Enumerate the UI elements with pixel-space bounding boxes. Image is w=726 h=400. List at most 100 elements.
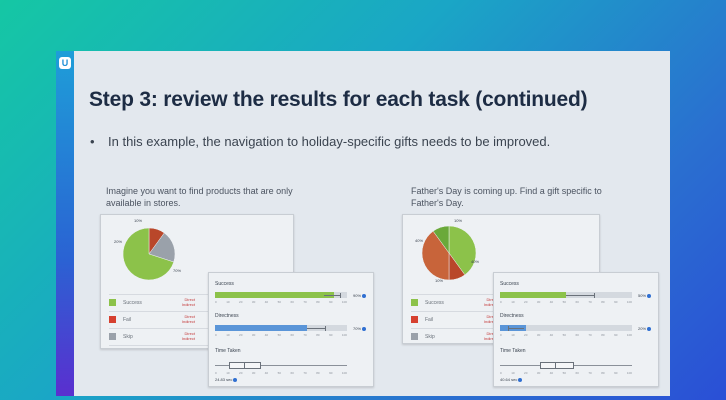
legend-label: Fail	[425, 317, 434, 323]
task-description: Imagine you want to find products that a…	[106, 185, 336, 209]
pie-slice-success	[122, 227, 175, 281]
divider	[109, 294, 279, 295]
success-axis: 0 10 20 30 40 50 60 70 80 90 100	[215, 300, 347, 304]
divider	[109, 328, 279, 329]
success-label: Success	[215, 281, 234, 287]
pie-slice-skip	[421, 230, 450, 281]
legend-label: Skip	[123, 334, 133, 340]
success-bar	[500, 292, 566, 298]
time-value: 40.64 sec	[500, 377, 523, 382]
directness-error-bar	[508, 328, 524, 329]
task-description-line: Father's Day is coming up. Find a gift s…	[411, 186, 602, 196]
skip-swatch	[411, 333, 418, 340]
legend-row-skip: Skip Direct Indirect	[411, 330, 497, 344]
legend-row-fail: Fail Direct Indirect	[109, 313, 195, 327]
directness-bar	[215, 325, 308, 331]
direct-indirect-link[interactable]: Direct Indirect	[483, 331, 497, 341]
pie-slice-other	[432, 225, 450, 254]
skip-swatch	[109, 333, 116, 340]
directness-bar-track	[215, 325, 347, 331]
time-box-plot	[229, 362, 261, 369]
brand-sidebar: U	[56, 51, 74, 396]
success-bar-track	[500, 292, 632, 298]
presentation-slide: U Step 3: review the results for each ta…	[56, 51, 670, 396]
direct-indirect-link[interactable]: Direct Indirect	[181, 331, 195, 341]
legend-row-fail: Fail Direct Indirect	[411, 313, 497, 327]
legend-label: Success	[123, 300, 142, 306]
pie-label: 20%	[114, 239, 123, 244]
pie-label: 70%	[173, 268, 182, 273]
divider	[109, 311, 279, 312]
direct-indirect-link[interactable]: Direct Indirect	[483, 314, 497, 324]
info-icon[interactable]	[362, 326, 367, 331]
directness-bar-track	[500, 325, 632, 331]
info-icon[interactable]	[362, 293, 367, 298]
direct-indirect-link[interactable]: Direct Indirect	[181, 314, 195, 324]
directness-axis: 0 10 20 30 40 50 60 70 80 90 100	[215, 333, 347, 337]
metrics-card: Success 0 10 20 30 40 50 60 70 80 90 100 50% Direc…	[493, 272, 659, 387]
info-icon[interactable]	[647, 293, 652, 298]
time-axis: 0 10 20 30 40 50 60 70 80 90 100	[500, 371, 632, 375]
fail-swatch	[411, 316, 418, 323]
success-axis: 0 10 20 30 40 50 60 70 80 90 100	[500, 300, 632, 304]
legend-row-success: Success Direct Indirect	[411, 296, 497, 310]
time-box-plot	[540, 362, 574, 369]
legend-row-skip: Skip Direct Indirect	[109, 330, 195, 344]
success-bar-track	[215, 292, 347, 298]
pie-label: 40%	[415, 238, 424, 243]
success-value: 50%	[638, 293, 652, 298]
pie-slice-success	[448, 225, 477, 276]
time-value: 24.83 sec	[215, 377, 238, 382]
success-label: Success	[500, 281, 519, 287]
metrics-card: Success 0 10 20 30 40 50 60 70 80 90 100 90% Direc…	[208, 272, 374, 387]
success-error-cap	[340, 293, 341, 298]
bullet-icon: •	[90, 134, 95, 149]
directness-error-cap	[508, 326, 509, 331]
pie-chart	[122, 227, 176, 281]
directness-error-cap	[325, 326, 326, 331]
directness-value: 70%	[353, 326, 367, 331]
pie-label: 10%	[134, 218, 143, 223]
time-taken-label: Time Taken	[215, 348, 241, 354]
pie-label: 10%	[435, 278, 444, 283]
legend-label: Skip	[425, 334, 435, 340]
pie-label: 10%	[454, 218, 463, 223]
legend-row-success: Success Direct Indirect	[109, 296, 195, 310]
success-error-cap	[594, 293, 595, 298]
success-swatch	[411, 299, 418, 306]
directness-label: Directness	[500, 313, 524, 319]
info-icon[interactable]	[518, 377, 523, 382]
usertesting-logo-icon: U	[59, 57, 71, 69]
pie-chart	[421, 225, 477, 281]
bullet-point: • In this example, the navigation to holi…	[90, 134, 550, 149]
slide-title: Step 3: review the results for each task…	[89, 88, 588, 111]
success-error-bar	[324, 295, 340, 296]
direct-indirect-link[interactable]: Direct Indirect	[483, 297, 497, 307]
time-median	[244, 363, 245, 368]
divider	[109, 345, 279, 346]
bullet-text: In this example, the navigation to holid…	[108, 134, 551, 149]
directness-axis: 0 10 20 30 40 50 60 70 80 90 100	[500, 333, 632, 337]
pie-label: 40%	[471, 259, 480, 264]
success-bar	[215, 292, 334, 298]
directness-value: 20%	[638, 326, 652, 331]
success-swatch	[109, 299, 116, 306]
time-taken-label: Time Taken	[500, 348, 526, 354]
task-description: Father's Day is coming up. Find a gift s…	[411, 185, 641, 209]
task-description-line: Imagine you want to find products that a…	[106, 186, 293, 196]
task-description-line: available in stores.	[106, 198, 181, 208]
success-error-bar	[566, 295, 594, 296]
info-icon[interactable]	[647, 326, 652, 331]
info-icon[interactable]	[233, 377, 238, 382]
time-axis: 0 10 20 30 40 50 60 70 80 90 100	[215, 371, 347, 375]
time-whisker	[215, 365, 347, 366]
legend-label: Success	[425, 300, 444, 306]
success-value: 90%	[353, 293, 367, 298]
task-description-line: Father's Day.	[411, 198, 464, 208]
legend-label: Fail	[123, 317, 132, 323]
fail-swatch	[109, 316, 116, 323]
directness-label: Directness	[215, 313, 239, 319]
directness-error-bar	[307, 328, 325, 329]
direct-indirect-link[interactable]: Direct Indirect	[181, 297, 195, 307]
time-median	[555, 363, 556, 368]
